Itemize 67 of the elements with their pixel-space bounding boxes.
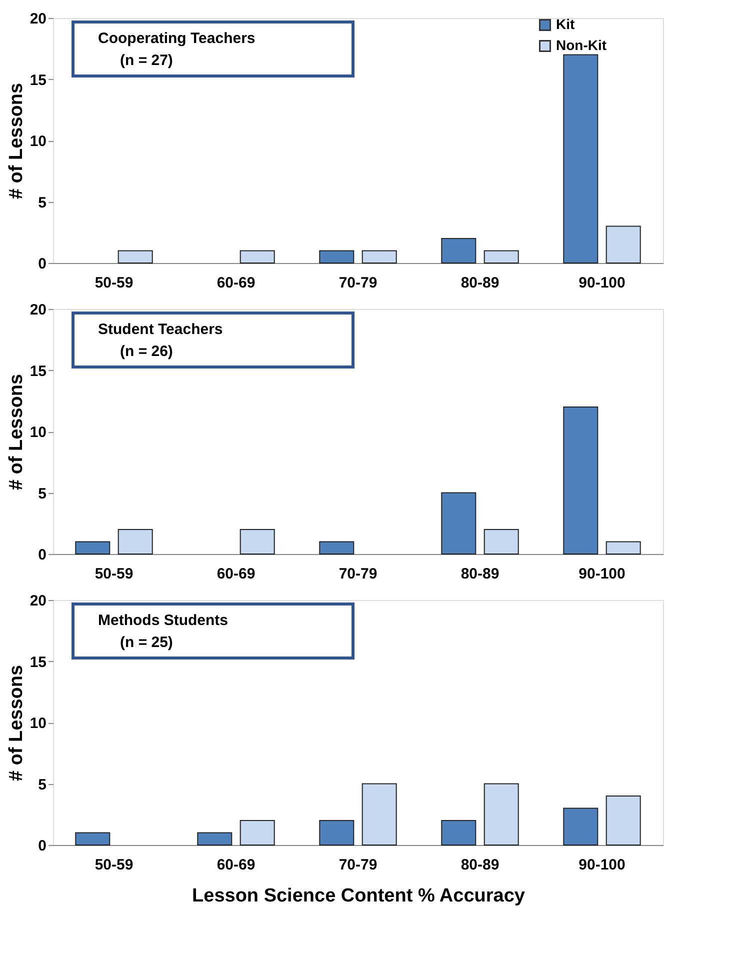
x-tick-label: 90-100 xyxy=(578,274,626,292)
y-axis-title: # of Lessons xyxy=(6,664,27,782)
y-tick-label: 5 xyxy=(38,776,46,794)
bar xyxy=(484,529,519,554)
y-axis-title: # of Lessons xyxy=(6,374,27,490)
bar xyxy=(484,783,519,846)
x-tick-label: 60-69 xyxy=(216,274,256,292)
bar xyxy=(484,250,519,264)
bar xyxy=(606,541,641,554)
x-tick-label: 80-89 xyxy=(460,274,500,292)
x-tick-label: 70-79 xyxy=(338,566,378,582)
bar xyxy=(118,529,153,554)
bar xyxy=(75,541,110,554)
y-tick-label: 20 xyxy=(30,592,46,610)
y-tick-label: 20 xyxy=(30,10,46,28)
y-axis-title: # of Lessons xyxy=(6,82,27,200)
bar xyxy=(563,406,598,554)
bar xyxy=(319,820,354,846)
bar xyxy=(563,808,598,846)
x-tick-label: 90-100 xyxy=(578,856,626,874)
annotation: (n = 26) xyxy=(120,343,173,360)
bar xyxy=(240,529,275,554)
annotation: Student Teachers xyxy=(98,321,223,338)
bar xyxy=(118,250,153,264)
x-tick-label: 50-59 xyxy=(94,856,134,874)
x-tick-label: 50-59 xyxy=(94,566,134,582)
bar xyxy=(563,54,598,264)
x-axis-title: Lesson Science Content % Accuracy xyxy=(192,886,526,906)
bar xyxy=(441,492,476,554)
x-tick-label: 70-79 xyxy=(338,274,378,292)
bar xyxy=(441,238,476,264)
y-tick-label: 5 xyxy=(38,194,46,212)
legend-label: Kit xyxy=(556,16,575,32)
y-tick-label: 5 xyxy=(38,485,46,502)
y-tick-label: 10 xyxy=(30,133,46,150)
annotation: (n = 25) xyxy=(120,634,173,651)
bar xyxy=(362,250,397,264)
y-tick-label: 0 xyxy=(38,256,46,272)
x-tick-label: 50-59 xyxy=(94,274,134,292)
y-tick-label: 15 xyxy=(30,362,46,380)
y-tick-label: 10 xyxy=(30,424,46,441)
y-tick-label: 0 xyxy=(38,838,46,854)
bar xyxy=(240,820,275,846)
x-tick-label: 60-69 xyxy=(216,566,256,582)
bar xyxy=(606,796,641,846)
x-tick-label: 80-89 xyxy=(460,566,500,582)
bar xyxy=(606,226,641,264)
x-tick-label: 70-79 xyxy=(338,856,378,874)
y-tick-label: 10 xyxy=(30,715,46,732)
y-tick-label: 15 xyxy=(30,72,46,89)
x-tick-label: 90-100 xyxy=(578,566,626,582)
y-tick-label: 0 xyxy=(38,546,46,564)
annotation: Cooperating Teachers xyxy=(98,30,256,47)
bar xyxy=(362,783,397,846)
bar xyxy=(75,832,110,846)
bar xyxy=(319,250,354,264)
y-tick-label: 20 xyxy=(30,302,46,318)
x-tick-label: 80-89 xyxy=(460,856,500,874)
legend-label: Non-Kit xyxy=(556,37,607,53)
bar xyxy=(441,820,476,846)
y-tick-label: 15 xyxy=(30,654,46,671)
annotation: (n = 27) xyxy=(120,52,173,69)
annotation: Methods Students xyxy=(98,612,228,629)
bar xyxy=(319,541,354,554)
x-tick-label: 60-69 xyxy=(216,856,256,874)
bar xyxy=(197,832,232,846)
bar xyxy=(240,250,275,264)
